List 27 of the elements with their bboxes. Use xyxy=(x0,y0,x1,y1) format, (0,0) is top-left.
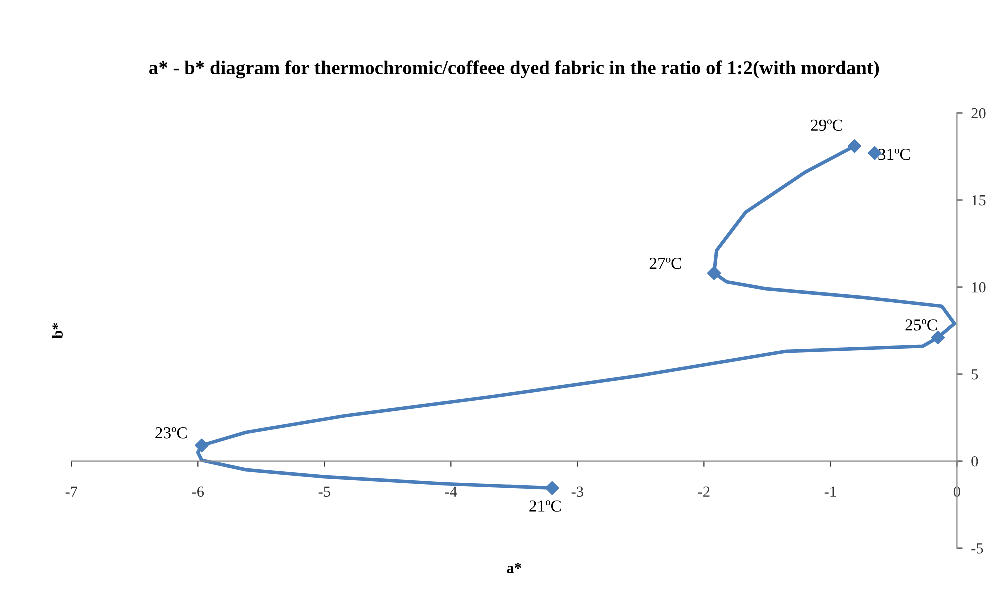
y-tick-label: 5 xyxy=(972,370,978,380)
annotation: 29ºC xyxy=(811,120,842,132)
annotation: 25ºC xyxy=(906,320,938,331)
x-tick-label: -2 xyxy=(698,486,710,497)
chart-title: a* - b* diagram for thermochromic/coffeee dyed fabric in the ratio of 1:2(with mordant) xyxy=(150,60,880,79)
x-tick-label: -6 xyxy=(192,486,204,498)
x-axis-title: a* xyxy=(507,563,522,574)
y-axis-title: b* xyxy=(52,323,63,339)
point xyxy=(195,438,209,453)
point xyxy=(545,481,560,496)
annotation: 31ºC xyxy=(878,148,910,160)
x-tick-label: -4 xyxy=(445,486,458,497)
x-tick-label: -3 xyxy=(572,486,584,498)
annotation: 27ºC xyxy=(650,258,682,270)
y-tick-label: 20 xyxy=(972,108,986,119)
point xyxy=(707,266,722,280)
y-tick-label: 15 xyxy=(972,195,986,206)
annotation: 21ºC xyxy=(530,500,561,512)
x-tick-label: -1 xyxy=(824,486,836,497)
y-tick-label: -5 xyxy=(972,544,984,554)
y-tick-label: 0 xyxy=(972,456,978,467)
x-tick-label: -5 xyxy=(318,486,330,498)
point xyxy=(848,139,862,154)
point xyxy=(931,330,946,345)
x-tick-label: -7 xyxy=(66,486,78,497)
annotation: 23ºC xyxy=(156,427,187,439)
y-tick-label: 10 xyxy=(972,282,986,293)
